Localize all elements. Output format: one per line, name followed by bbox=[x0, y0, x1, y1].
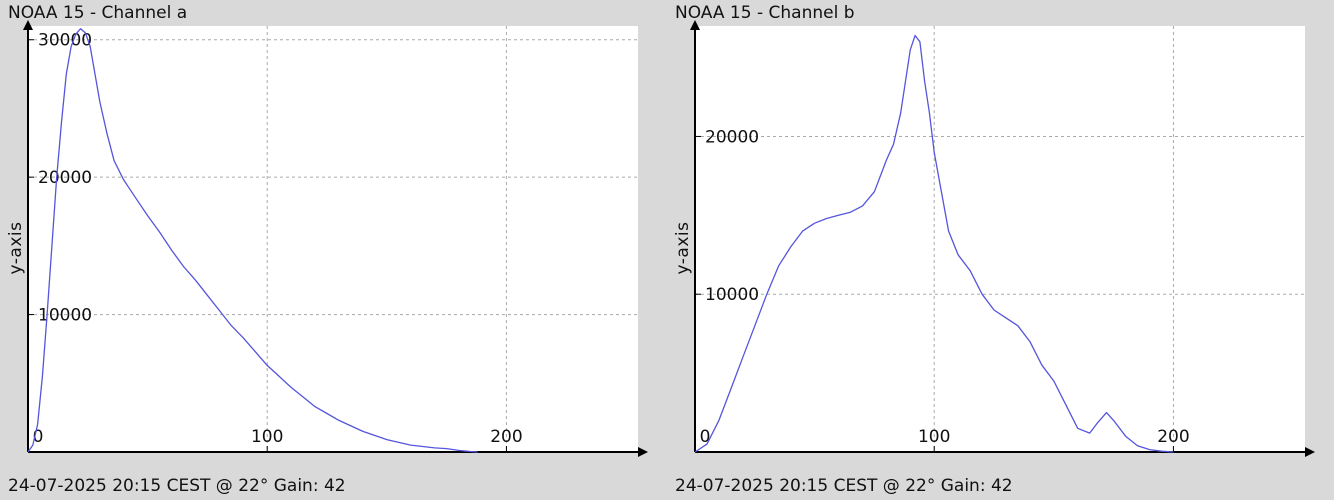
chart-footer: 24-07-2025 20:15 CEST @ 22° Gain: 42 bbox=[8, 476, 346, 496]
x-tick-label: 0 bbox=[33, 427, 44, 447]
plot-area bbox=[695, 26, 1305, 452]
x-tick-label: 200 bbox=[490, 427, 522, 447]
chart-title: NOAA 15 - Channel a bbox=[8, 3, 188, 23]
chart-title: NOAA 15 - Channel b bbox=[675, 3, 855, 23]
plot-area bbox=[28, 26, 638, 452]
x-tick-label: 0 bbox=[700, 427, 711, 447]
y-axis-arrow bbox=[690, 20, 700, 30]
x-tick-label: 100 bbox=[251, 427, 283, 447]
y-tick-label: 10000 bbox=[38, 306, 92, 326]
x-axis-arrow bbox=[1305, 447, 1315, 457]
x-tick-label: 100 bbox=[918, 427, 950, 447]
series-line bbox=[694, 34, 1174, 453]
channel-a-chart: 0 100 200 10000 20000 30000 bbox=[23, 20, 648, 457]
y-tick-label: 10000 bbox=[705, 285, 759, 305]
x-tick-label: 200 bbox=[1157, 427, 1189, 447]
series-line bbox=[27, 28, 478, 453]
x-axis-arrow bbox=[638, 447, 648, 457]
y-tick-label: 30000 bbox=[38, 31, 92, 51]
y-axis-arrow bbox=[23, 20, 33, 30]
chart-footer: 24-07-2025 20:15 CEST @ 22° Gain: 42 bbox=[675, 476, 1013, 496]
y-tick-label: 20000 bbox=[38, 168, 92, 188]
channel-a-panel: NOAA 15 - Channel a y-axis 0 100 200 10000 2… bbox=[0, 0, 660, 500]
channel-b-chart: 0 100 200 10000 20000 bbox=[690, 20, 1315, 457]
channel-b-panel: NOAA 15 - Channel b y-axis 0 100 200 10000 2… bbox=[667, 0, 1327, 500]
y-tick-label: 20000 bbox=[705, 127, 759, 147]
